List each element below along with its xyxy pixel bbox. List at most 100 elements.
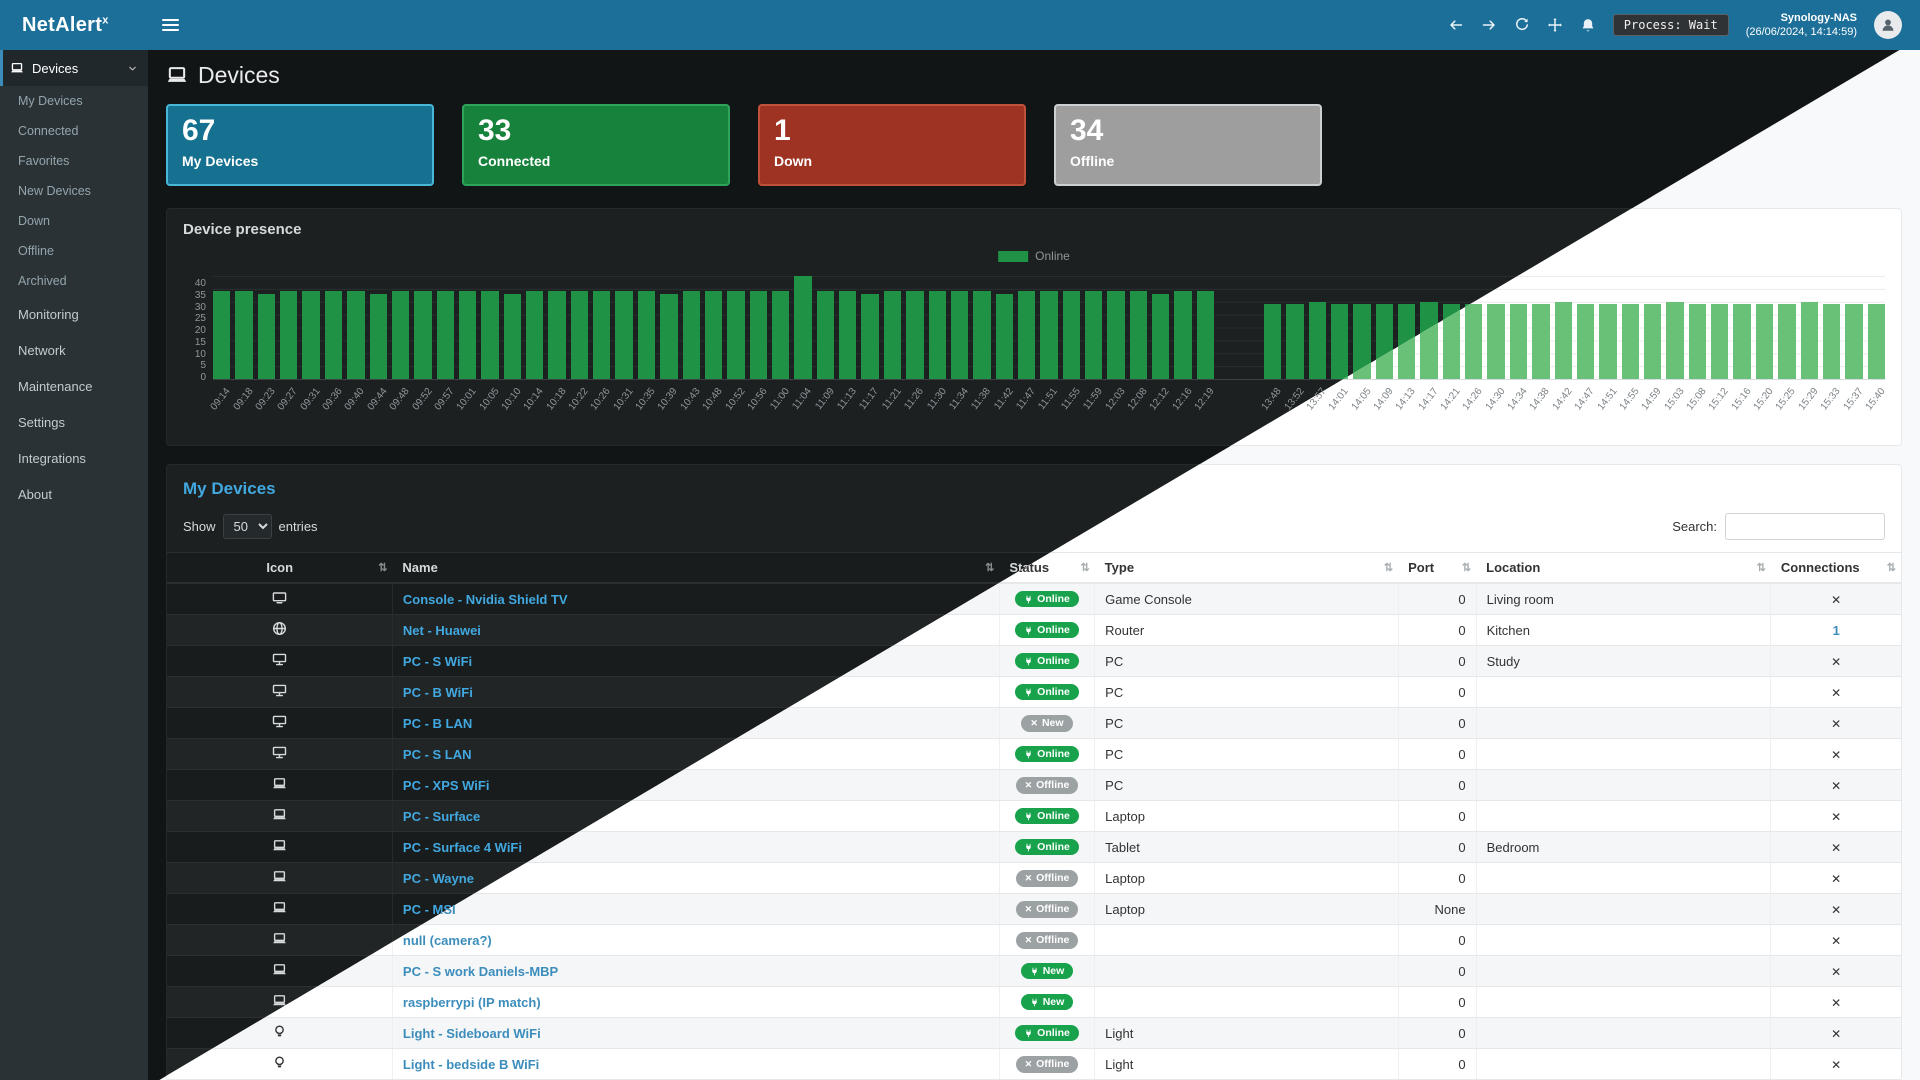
chevron-down-icon [127,63,138,74]
x-tick: 12:16 [1170,386,1195,413]
device-link[interactable]: null (camera?) [402,932,492,948]
host-info: Synology-NAS (26/06/2024, 14:14:59) [1746,11,1857,40]
sidebar-item-maintenance[interactable]: Maintenance [0,368,148,404]
chart-bar-slot [1800,276,1818,379]
device-link[interactable]: PC - Wayne [402,870,474,886]
column-header-location[interactable]: Location⇅ [1476,552,1771,584]
sidebar-item-connected[interactable]: Connected [18,124,79,138]
chart-bar-slot [1778,276,1796,379]
app-logo[interactable]: NetAlertx [22,13,109,36]
sort-icon[interactable]: ⇅ [378,562,388,574]
x-tick: 15:03 [1662,386,1687,413]
refresh-icon[interactable] [1514,17,1530,33]
x-tick: 14:42 [1550,386,1575,413]
x-tick: 11:04 [790,386,815,412]
x-tick: 09:36 [320,386,345,413]
location-cell: Bedroom [1475,831,1771,863]
device-link[interactable]: PC - Surface [402,808,481,824]
device-link[interactable]: Light - bedside B WiFi [402,1056,540,1072]
device-link[interactable]: raspberrypi (IP match) [402,994,541,1010]
sidebar-item-new-devices[interactable]: New Devices [18,184,91,198]
status-badge: Online [1015,652,1079,670]
device-link[interactable]: Light - Sideboard WiFi [402,1025,541,1041]
column-header-port[interactable]: Port⇅ [1398,552,1477,584]
connections-link[interactable]: 1 [1832,622,1840,638]
process-status: Process: Wait [1612,14,1729,36]
sidebar-item-down[interactable]: Down [18,214,50,228]
sidebar-item-archived[interactable]: Archived [18,274,67,288]
sort-icon[interactable]: ⇅ [985,562,995,574]
move-icon[interactable] [1547,17,1563,33]
chart-bar [1532,304,1550,379]
back-arrow-icon[interactable] [1448,17,1464,33]
port-cell: 0 [1397,738,1477,770]
device-link[interactable]: PC - XPS WiFi [402,777,490,793]
column-header-connections[interactable]: Connections⇅ [1770,552,1901,584]
sidebar-item-integrations[interactable]: Integrations [0,440,148,476]
device-link[interactable]: PC - Surface 4 WiFi [402,839,522,855]
table-row[interactable]: PC - S work Daniels-MBP New 0 ✕ [167,955,1901,987]
port-cell: 0 [1397,955,1477,987]
sort-icon[interactable]: ⇅ [1886,562,1896,574]
chart-bar [1755,304,1774,379]
sidebar-item-offline[interactable]: Offline [18,244,54,258]
location-cell: Study [1475,645,1771,677]
bell-icon[interactable] [1580,17,1596,33]
type-cell: Game Console [1094,583,1399,615]
sidebar-item-monitoring[interactable]: Monitoring [0,296,148,332]
x-tick: 11:42 [991,386,1016,412]
column-header-icon[interactable]: Icon⇅ [167,552,393,584]
sidebar-item-my-devices[interactable]: My Devices [18,94,83,108]
sidebar-item-network[interactable]: Network [0,332,148,368]
chart-bar [436,291,454,379]
column-header-type[interactable]: Type⇅ [1094,552,1399,584]
device-link[interactable]: Net - Huawei [402,622,481,638]
device-link[interactable]: PC - S LAN [402,746,472,762]
chart-bar-slot [1308,276,1326,379]
device-link[interactable]: Console - Nvidia Shield TV [402,591,568,607]
table-row[interactable]: raspberrypi (IP match) New 0 ✕ [167,986,1901,1018]
forward-arrow-icon[interactable] [1481,17,1497,33]
sidebar-item-favorites[interactable]: Favorites [18,154,70,168]
x-tick: 10:10 [499,386,524,413]
chart-bar-slot [1242,276,1259,379]
sort-icon[interactable]: ⇅ [1756,562,1766,574]
device-link[interactable]: PC - B LAN [402,715,473,731]
device-link[interactable]: PC - S WiFi [402,653,473,669]
page-size-select[interactable]: 50 [222,514,272,539]
status-badge: ✕New [1021,715,1073,732]
sort-icon[interactable]: ⇅ [1080,562,1090,574]
x-tick: 15:20 [1751,386,1776,413]
sort-icon[interactable]: ⇅ [1383,562,1394,574]
sort-icon[interactable]: ⇅ [1461,562,1472,574]
sidebar-toggle-button[interactable] [148,6,193,44]
chart-bar [1711,304,1729,379]
top-navbar: NetAlertx Process: Wait Synology-NAS (26… [0,0,1920,50]
plug-icon [1030,967,1039,976]
x-tick: 11:38 [969,386,994,412]
sidebar-item-settings[interactable]: Settings [0,404,148,440]
table-row[interactable]: null (camera?) ✕Offline 0 ✕ [167,924,1901,956]
y-tick: 35 [194,289,206,301]
chart-bar-slot [1062,276,1081,379]
user-avatar[interactable] [1874,11,1902,39]
x-tick: 14:59 [1639,386,1664,413]
sidebar-item-about[interactable]: About [0,476,148,512]
column-header-name[interactable]: Name⇅ [392,552,1000,584]
device-link[interactable]: PC - B WiFi [402,684,473,700]
chart-bar-slot [973,276,991,379]
globe-icon [272,621,287,636]
search-input[interactable] [1725,513,1885,540]
chart-bar-slot [1129,276,1148,379]
sidebar-item-devices[interactable]: Devices [0,50,148,86]
device-link[interactable]: PC - S work Daniels-MBP [402,963,559,979]
type-cell: Tablet [1094,831,1399,863]
y-tick: 30 [194,301,206,313]
connections-cell: ✕ [1770,583,1901,615]
